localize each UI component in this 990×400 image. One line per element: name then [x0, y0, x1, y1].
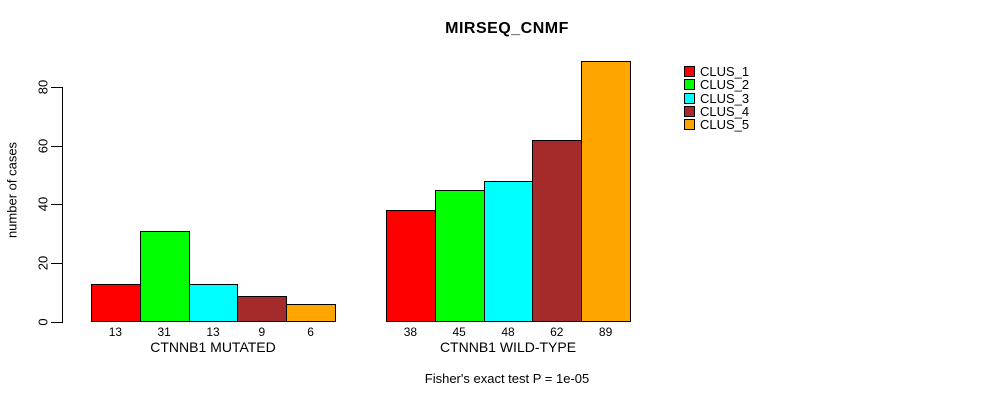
legend-swatch: [684, 105, 695, 117]
legend-label: CLUS_5: [700, 117, 750, 133]
bar-value-label: 62: [550, 325, 564, 339]
y-tick-mark: [51, 87, 62, 88]
legend: CLUS_1 CLUS_2 CLUS_3 CLUS_4 CLUS_5: [684, 64, 750, 133]
group-label-1: CTNNB1 MUTATED: [150, 339, 276, 355]
bar-value-label: 38: [403, 325, 418, 339]
bar-value-label: 89: [598, 325, 613, 339]
legend-swatch: [684, 79, 695, 91]
y-tick-mark: [51, 322, 62, 323]
y-tick-label: 60: [35, 138, 51, 154]
y-tick-label: 20: [35, 255, 51, 271]
legend-label: CLUS_1: [700, 64, 750, 79]
legend-item-clus_4: CLUS_4: [684, 103, 750, 119]
y-tick-label: 80: [35, 79, 51, 95]
bar-clus_2-group2: [435, 190, 485, 322]
bar-clus_5-group1: [286, 304, 336, 322]
legend-label: CLUS_2: [700, 77, 750, 93]
legend-label: CLUS_3: [700, 90, 750, 106]
y-tick-label: 40: [35, 196, 51, 212]
legend-label: CLUS_4: [700, 103, 750, 119]
y-tick-mark: [51, 263, 62, 264]
y-axis-label: number of cases: [4, 141, 20, 239]
legend-swatch: [684, 92, 695, 104]
bar-value-label: 13: [206, 325, 220, 339]
legend-item-clus_2: CLUS_2: [684, 77, 750, 93]
bar-value-label: 6: [307, 325, 314, 339]
bar-value-label: 31: [157, 325, 171, 339]
y-tick-mark: [51, 146, 62, 147]
bar-value-label: 13: [108, 325, 123, 339]
bar-clus_1-group2: [386, 210, 436, 322]
bar-clus_2-group1: [140, 231, 190, 322]
chart-title: MIRSEQ_CNMF: [445, 20, 569, 37]
bar-clus_4-group1: [237, 296, 287, 322]
bar-value-label: 45: [452, 325, 466, 339]
y-tick-mark: [51, 204, 62, 205]
legend-swatch: [684, 119, 695, 131]
group-label-2: CTNNB1 WILD-TYPE: [439, 339, 577, 355]
bar-value-label: 48: [501, 325, 515, 339]
bar-clus_4-group2: [532, 140, 582, 322]
legend-item-clus_3: CLUS_3: [684, 90, 750, 106]
legend-item-clus_5: CLUS_5: [684, 117, 750, 133]
bar-clus_3-group2: [484, 181, 533, 322]
legend-swatch: [684, 66, 695, 77]
y-axis-line: [62, 87, 63, 323]
footer-annotation: Fisher's exact test P = 1e-05: [424, 371, 590, 386]
bar-value-label: 9: [258, 325, 266, 339]
bar-clus_5-group2: [581, 61, 631, 322]
bar-clus_1-group1: [91, 284, 141, 322]
y-tick-label: 0: [35, 318, 51, 326]
bar-clus_3-group1: [189, 284, 238, 322]
legend-item-clus_1: CLUS_1: [684, 64, 750, 79]
